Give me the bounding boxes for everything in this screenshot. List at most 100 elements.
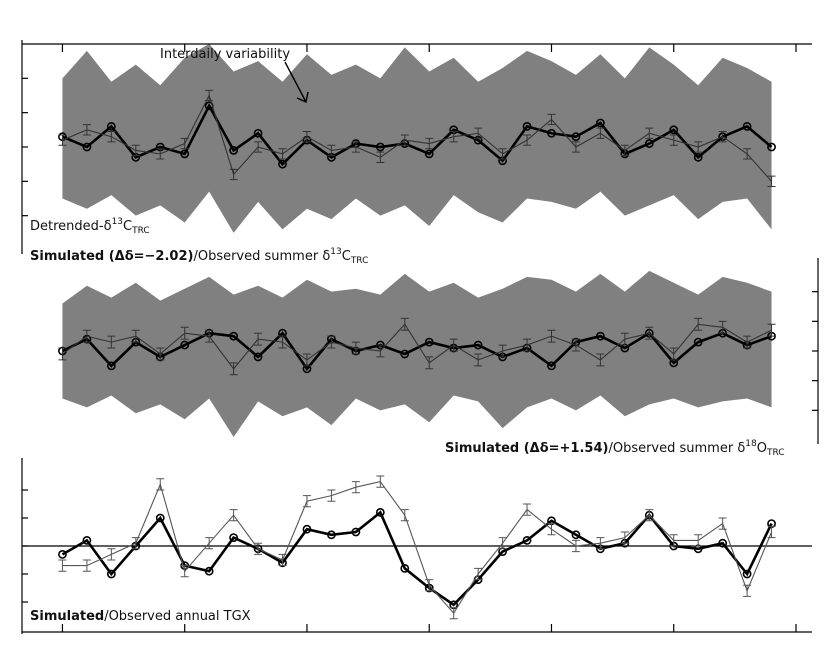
error-bar [205, 537, 214, 550]
error-bar [669, 534, 678, 547]
error-bar [425, 137, 434, 150]
simulated-point [400, 349, 410, 359]
simulated-point [155, 513, 165, 523]
error-bar [449, 131, 458, 143]
caption-part: /Observed annual TGX [104, 609, 250, 624]
error-bar [180, 326, 189, 340]
simulated-point [253, 128, 263, 138]
caption: Simulated/Observed annual TGX [30, 609, 251, 624]
simulated-point [742, 122, 752, 131]
simulated-point [229, 146, 239, 155]
error-bar [131, 144, 140, 157]
error-bar [107, 548, 116, 561]
error-bar [131, 329, 140, 343]
error-bar [400, 317, 409, 331]
caption-part: Simulated [30, 609, 104, 624]
caption-part: /Observed summer δ [193, 249, 330, 264]
caption: Simulated (Δδ=+1.54)/Observed summer δ18… [445, 439, 785, 458]
simulated-point [351, 527, 361, 537]
error-bar [156, 148, 165, 160]
error-bar [743, 148, 752, 160]
error-bar [131, 537, 140, 550]
simulated-point [571, 132, 581, 142]
error-bar [547, 113, 556, 126]
simulated-point [522, 122, 532, 131]
error-bar [107, 335, 116, 349]
error-bar [58, 559, 67, 572]
simulated-point [424, 337, 434, 347]
simulated-point [327, 530, 336, 540]
observed-line [62, 94, 772, 182]
error-bar [596, 127, 605, 139]
error-bar [302, 131, 311, 143]
caption-part: Simulated (Δδ=−2.02) [30, 249, 193, 264]
annotation-arrow [284, 61, 309, 103]
error-bar [58, 134, 67, 146]
error-bar [327, 335, 336, 349]
error-bar [156, 347, 165, 361]
variability-band [62, 44, 772, 233]
error-bar [547, 329, 556, 343]
error-bar [376, 151, 385, 163]
error-bar [351, 341, 360, 355]
caption-part: TRC [766, 448, 785, 458]
error-bar [498, 344, 507, 358]
caption-part: C [123, 219, 132, 234]
simulated-point [302, 524, 312, 534]
simulated-point [375, 508, 385, 517]
error-bar [694, 141, 703, 153]
error-bar [523, 503, 532, 516]
error-bar [645, 509, 654, 522]
error-bar [254, 141, 263, 153]
error-bar [449, 338, 458, 352]
error-bar [327, 144, 336, 157]
error-bar [767, 175, 776, 187]
simulated-point [547, 128, 556, 138]
simulated-point [669, 125, 679, 135]
simulated-point [253, 352, 263, 362]
error-bar [620, 531, 629, 544]
simulated-point [424, 149, 434, 159]
error-bar [229, 362, 238, 376]
error-bar [523, 134, 532, 146]
error-bar [767, 323, 776, 337]
error-bar [694, 534, 703, 547]
error-bar [645, 127, 654, 139]
simulated-point [522, 536, 532, 545]
error-bar [180, 137, 189, 150]
error-bar [180, 565, 189, 578]
simulated-point [595, 331, 605, 341]
error-bar [156, 478, 165, 491]
error-bar [425, 579, 434, 592]
error-bar [82, 124, 91, 136]
error-bar [58, 347, 67, 361]
error-bar [278, 553, 287, 567]
error-bar [351, 481, 360, 494]
error-bar [107, 131, 116, 143]
observed-line [62, 480, 773, 615]
simulated-point [180, 340, 190, 350]
error-bar [351, 141, 360, 153]
caption-part: Detrended-δ [30, 219, 112, 234]
annotation: Interdaily variability [160, 47, 290, 62]
error-bar [82, 559, 91, 572]
error-bar [302, 495, 311, 508]
simulated-point [718, 538, 728, 548]
error-bar [669, 134, 678, 146]
simulated-point [693, 337, 703, 347]
caption-part: Simulated (Δδ=+1.54) [445, 441, 608, 456]
error-bar [743, 584, 752, 597]
error-bar [767, 525, 776, 539]
error-bar [205, 329, 214, 343]
error-bar [645, 326, 654, 340]
caption-part: C [342, 249, 351, 264]
error-bar [743, 335, 752, 349]
error-bar [718, 320, 727, 334]
simulated-point [375, 142, 385, 152]
simulated-point [571, 530, 581, 540]
simulated-point [278, 159, 287, 169]
simulated-point [229, 331, 239, 341]
simulated-point [742, 569, 752, 579]
simulated-line [61, 331, 772, 371]
error-bar [302, 353, 311, 367]
